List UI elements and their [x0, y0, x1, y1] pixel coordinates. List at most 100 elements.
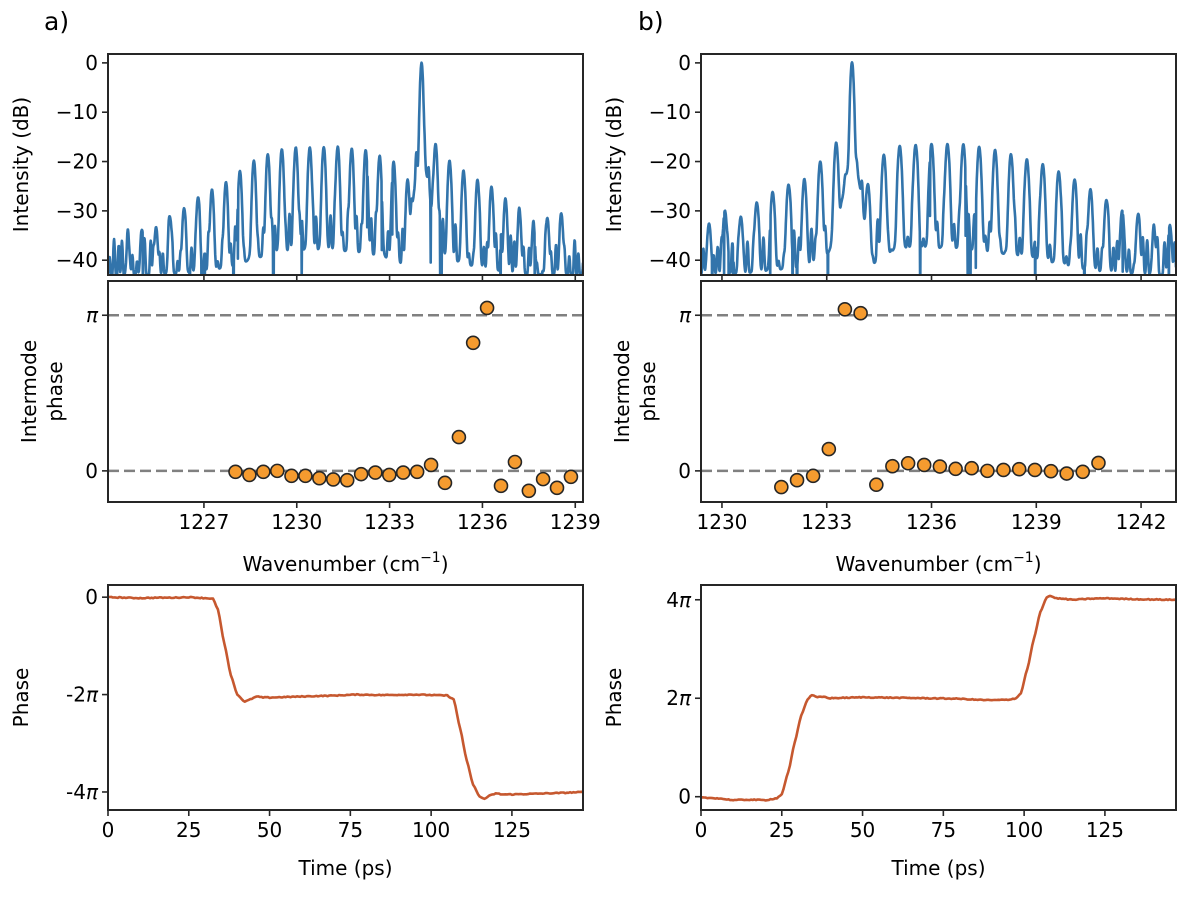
y-tick-label: 2π — [666, 686, 692, 710]
x-axis-label: Wavenumber (cm−1) — [835, 550, 1041, 576]
phase-point — [805, 468, 821, 484]
phase-point — [1075, 464, 1091, 480]
phase-point — [465, 335, 481, 351]
phase-point — [242, 467, 257, 483]
axes-frame — [107, 280, 584, 503]
x-tick-label: 0 — [695, 818, 708, 842]
phase-point — [869, 477, 884, 493]
phase-point — [451, 429, 467, 445]
spectrum-line — [701, 61, 1176, 275]
x-tick-label: 75 — [931, 818, 956, 842]
phase-point — [256, 464, 271, 480]
phase-point — [885, 458, 900, 474]
x-tick-label: 1227 — [178, 510, 229, 534]
x-tick-label: 100 — [1005, 818, 1043, 842]
axes-frame — [107, 584, 584, 811]
axes-frame — [107, 53, 584, 276]
plots-group: 0 −10 −20 −30 −40 Intensity (dB) 1227 1230 1233 1… — [9, 51, 1177, 880]
phase-point — [948, 461, 963, 477]
x-tick-label: 75 — [338, 818, 363, 842]
axes-frame — [700, 280, 1177, 503]
x-tick-label: 1233 — [801, 510, 852, 534]
phase-point — [549, 480, 565, 496]
phase-point — [789, 472, 805, 488]
phase-point — [507, 454, 523, 470]
axes-a_spectrum: 0 −10 −20 −30 −40 Intensity (dB) — [9, 51, 584, 281]
y-tick-label: −20 — [649, 150, 691, 174]
x-tick-label: 1239 — [550, 510, 601, 534]
y-axis-label: Intensity (dB) — [602, 97, 626, 232]
phase-point — [479, 300, 495, 316]
phase-point — [996, 462, 1011, 478]
phase-point — [900, 455, 916, 471]
y-tick-label: −30 — [56, 199, 98, 223]
axes-b_intermode_phase: 1230 1233 1236 1239 1242 0 π Intermode phase Wave… — [610, 280, 1177, 576]
phase-point — [381, 467, 397, 483]
y-tick-label: -2π — [66, 683, 99, 707]
x-tick-label: 25 — [769, 818, 794, 842]
y-axis-label-line1: Intermode — [610, 340, 634, 443]
phase-point — [980, 463, 995, 479]
phase-point — [269, 463, 285, 479]
phase-point — [837, 302, 853, 317]
phase-point — [964, 460, 979, 476]
phase-point — [228, 464, 243, 480]
x-tick-label: 1242 — [1116, 510, 1167, 534]
spectrum-line — [108, 61, 583, 275]
axes-b_time_phase: 0 25 50 75 100 125 0 2π 4π Phase Time (ps) — [602, 584, 1177, 880]
phase-point — [563, 469, 579, 485]
y-axis-label: Intensity (dB) — [9, 97, 33, 232]
y-tick-label: 0 — [678, 51, 691, 75]
phase-point — [521, 483, 537, 499]
time-phase-line — [108, 595, 583, 801]
y-tick-label: -4π — [66, 780, 99, 804]
y-axis-label: Phase — [9, 668, 33, 728]
x-tick-label: 1233 — [364, 510, 415, 534]
phase-point — [325, 472, 341, 487]
panel-label-b: b) — [638, 7, 664, 36]
phase-point — [774, 479, 789, 495]
y-tick-label: −20 — [56, 150, 98, 174]
y-tick-label: −30 — [649, 199, 691, 223]
y-tick-label: −40 — [649, 248, 691, 272]
phase-point — [298, 468, 313, 484]
axes-a_intermode_phase: 1227 1230 1233 1236 1239 0 π Intermode phase Wave… — [17, 280, 601, 576]
phase-point — [1011, 461, 1027, 477]
x-tick-label: 25 — [176, 818, 201, 842]
x-tick-label: 1230 — [697, 510, 748, 534]
phase-point — [312, 470, 327, 486]
x-tick-label: 0 — [102, 818, 115, 842]
phase-point — [339, 472, 355, 488]
phase-point — [1091, 455, 1106, 471]
time-phase-line — [701, 594, 1176, 802]
y-tick-label: 0 — [678, 785, 691, 809]
phase-point — [284, 468, 299, 484]
x-tick-label: 125 — [1086, 818, 1124, 842]
panel-label-a: a) — [44, 7, 69, 36]
axes-frame — [700, 53, 1177, 276]
phase-point — [853, 305, 868, 321]
phase-point — [493, 478, 509, 494]
y-axis-label: Phase — [602, 668, 626, 728]
phase-point — [1059, 466, 1074, 481]
x-axis-label: Time (ps) — [890, 856, 985, 880]
y-tick-label: 4π — [666, 588, 692, 612]
x-tick-label: 125 — [493, 818, 531, 842]
phase-point — [368, 465, 383, 480]
x-axis-label: Time (ps) — [297, 856, 392, 880]
y-tick-label: 0 — [85, 459, 98, 483]
x-tick-label: 50 — [850, 818, 875, 842]
y-tick-label: π — [86, 303, 99, 327]
x-axis-label: Wavenumber (cm−1) — [242, 550, 448, 576]
phase-point — [821, 441, 837, 457]
phase-point — [1043, 463, 1059, 479]
y-axis-label-line2: phase — [43, 361, 67, 421]
x-tick-label: 1239 — [1011, 510, 1062, 534]
phase-point — [353, 466, 369, 482]
y-tick-label: 0 — [85, 585, 98, 609]
phase-point — [1027, 462, 1043, 478]
phase-point — [932, 459, 948, 474]
x-tick-label: 50 — [257, 818, 282, 842]
y-tick-label: −10 — [56, 100, 98, 124]
